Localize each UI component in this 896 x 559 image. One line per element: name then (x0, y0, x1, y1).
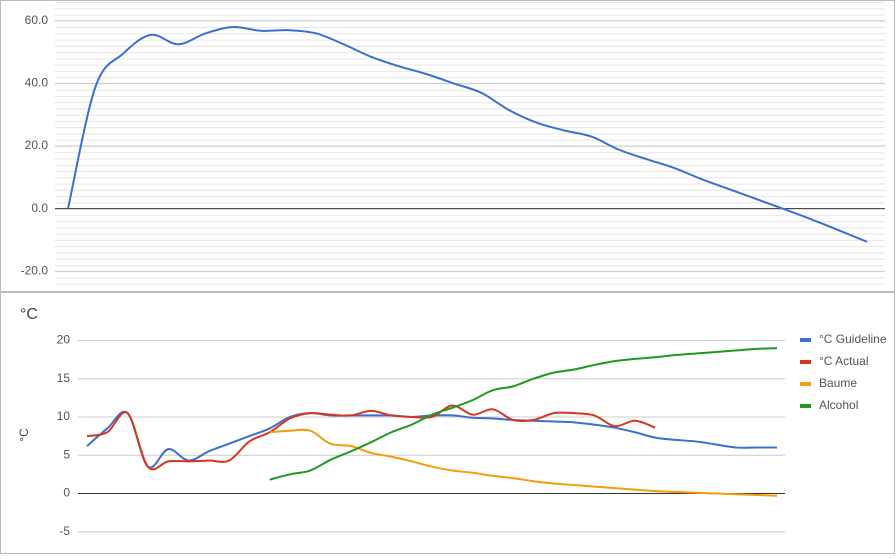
y-tick-label: -5 (59, 524, 70, 538)
line-series (86, 404, 656, 471)
y-tick-label: 0.0 (31, 201, 48, 215)
y-tick-label: 5 (63, 447, 70, 461)
chart-frame (0, 0, 895, 292)
y-tick-label: 15 (57, 371, 71, 385)
legend-swatch (800, 382, 811, 386)
y-tick-label: 10 (57, 409, 71, 423)
line-series (269, 428, 778, 497)
line-series (67, 26, 868, 243)
line-series (269, 347, 778, 481)
y-tick-label: -20.0 (21, 263, 49, 277)
legend-swatch (800, 338, 811, 342)
legend-label: °C Guideline (819, 332, 887, 346)
legend-label: °C Actual (819, 354, 869, 368)
y-tick-label: 20.0 (25, 138, 49, 152)
y-tick-label: 60.0 (25, 13, 49, 27)
legend-label: Baume (819, 376, 857, 390)
chart-title: °C (20, 306, 38, 323)
legend-swatch (800, 404, 811, 408)
legend-label: Alcohol (819, 398, 858, 412)
y-tick-label: 40.0 (25, 76, 49, 90)
y-axis-label: °C (17, 428, 31, 442)
legend-swatch (800, 360, 811, 364)
y-tick-label: 20 (57, 333, 71, 347)
y-tick-label: 0 (63, 486, 70, 500)
